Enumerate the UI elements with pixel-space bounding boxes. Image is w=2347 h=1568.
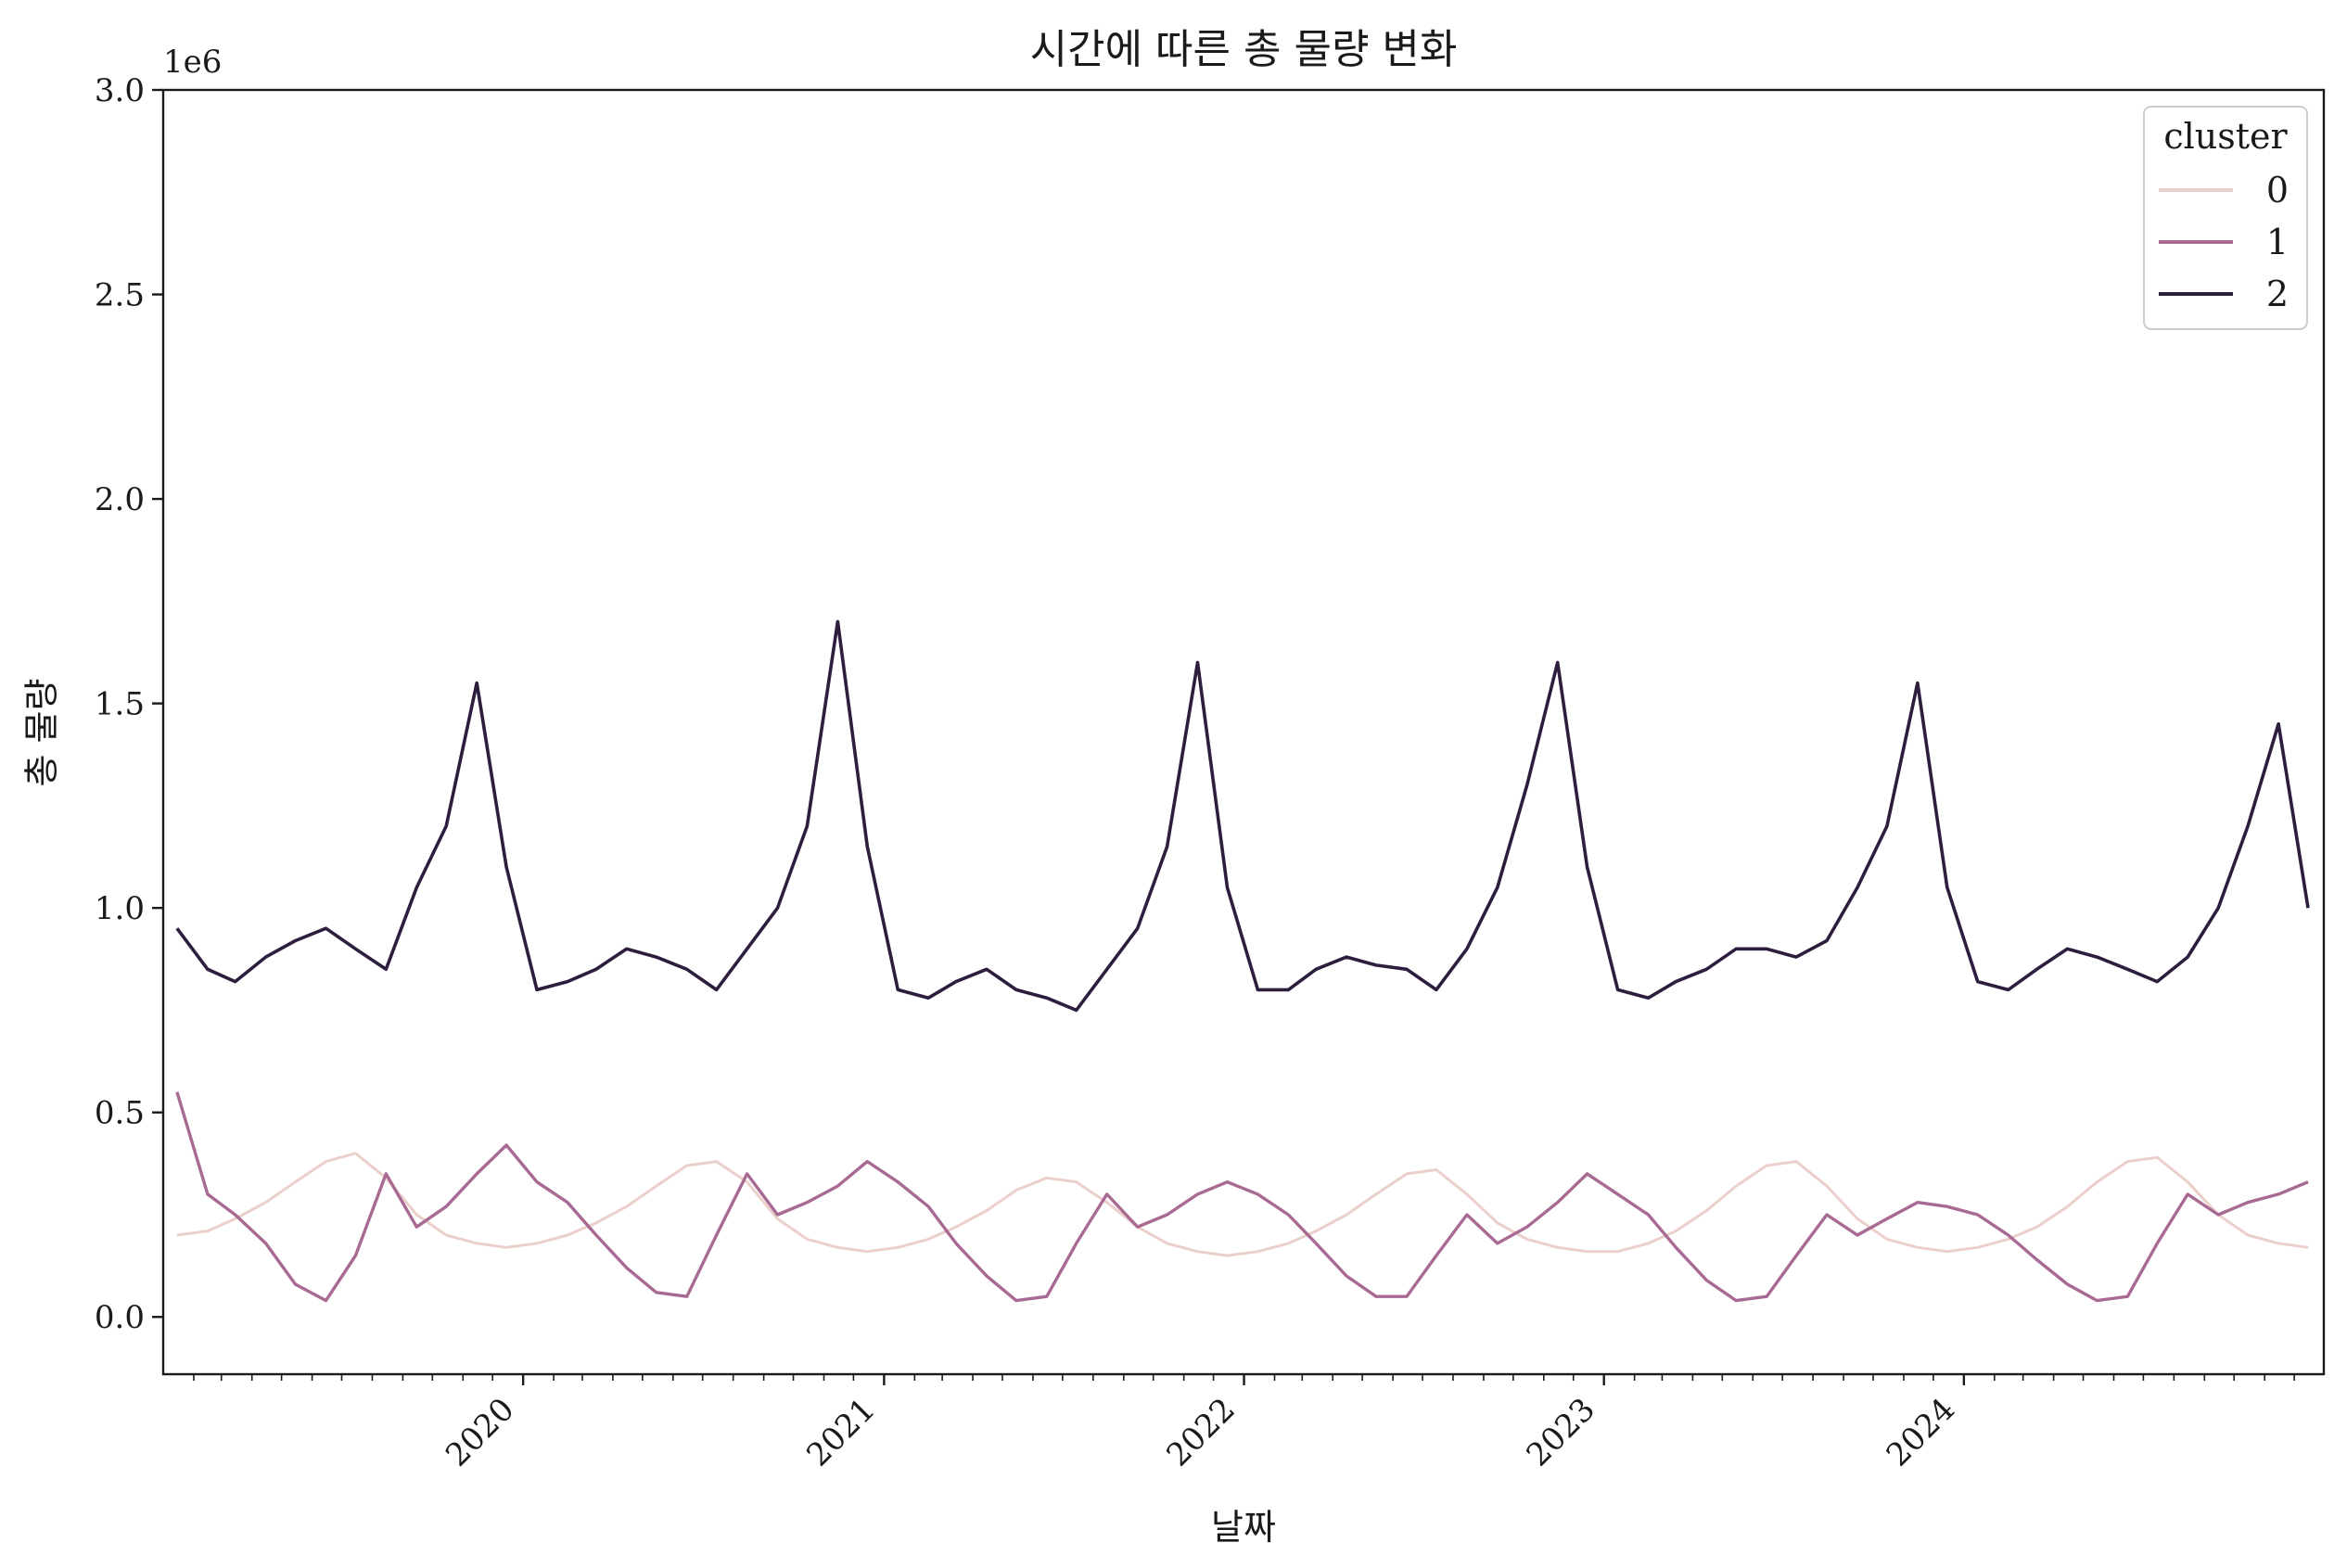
y-tick-label: 1.5 — [95, 686, 145, 723]
y-tick-label: 2.5 — [95, 277, 145, 314]
legend-box — [2143, 106, 2308, 330]
plot-frame — [161, 88, 2326, 1376]
x-axis-label: 날짜 — [1211, 1507, 1276, 1548]
legend-label-1: 1 — [2266, 222, 2289, 262]
legend: cluster 0 1 2 — [2143, 106, 2308, 330]
legend-label-2: 2 — [2266, 274, 2289, 314]
y-offset-label: 1e6 — [163, 44, 222, 81]
y-axis-label: 총 물량 — [21, 679, 62, 787]
chart-title: 시간에 따른 총 물량 변화 — [1030, 26, 1458, 73]
legend-title: cluster — [2163, 116, 2288, 157]
series-line-1 — [175, 1091, 2309, 1303]
series-line-0 — [176, 1152, 2309, 1257]
y-axis: 0.0 0.5 1.0 1.5 2.0 2.5 3.0 — [95, 72, 163, 1336]
legend-items: 0 1 2 — [2159, 170, 2289, 314]
legend-label-0: 0 — [2266, 170, 2289, 210]
y-tick-label: 2.0 — [95, 481, 145, 518]
y-tick-label: 3.0 — [95, 72, 145, 109]
y-tick-label: 0.5 — [95, 1095, 145, 1132]
series-layer — [175, 619, 2310, 1303]
series-line-2 — [175, 619, 2310, 1013]
y-tick-label: 0.0 — [95, 1299, 145, 1336]
y-tick-label: 1.0 — [95, 890, 145, 927]
